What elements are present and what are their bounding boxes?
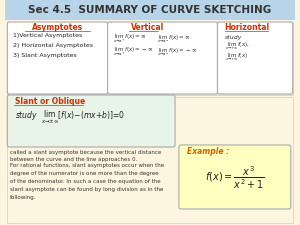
Text: 1)Vertical Asymptotes: 1)Vertical Asymptotes	[13, 34, 82, 38]
Text: following.: following.	[10, 195, 37, 200]
FancyBboxPatch shape	[179, 145, 291, 209]
FancyBboxPatch shape	[7, 97, 293, 223]
Text: Example :: Example :	[187, 148, 229, 157]
FancyBboxPatch shape	[7, 22, 108, 94]
Text: 3) Slant Asymptotes: 3) Slant Asymptotes	[13, 54, 77, 58]
Text: Asymptotes: Asymptotes	[32, 23, 83, 32]
Text: $\lim_{x \to a^+} f(x) = \infty$: $\lim_{x \to a^+} f(x) = \infty$	[113, 33, 147, 45]
Text: Sec 4.5  SUMMARY OF CURVE SKETCHING: Sec 4.5 SUMMARY OF CURVE SKETCHING	[28, 5, 272, 15]
FancyBboxPatch shape	[7, 95, 175, 147]
Text: Horizontal: Horizontal	[224, 23, 269, 32]
FancyBboxPatch shape	[108, 22, 218, 94]
Text: $\mathit{study}\ \ \lim_{x \to \pm\infty}\left[f(x)-(mx+b)\right]=0$: $\mathit{study}\ \ \lim_{x \to \pm\infty…	[15, 110, 125, 126]
Text: of the denominator. In such a case the equation of the: of the denominator. In such a case the e…	[10, 179, 161, 184]
FancyBboxPatch shape	[5, 0, 295, 20]
Text: Vertical: Vertical	[131, 23, 164, 32]
FancyBboxPatch shape	[7, 22, 293, 95]
Text: $\lim_{x \to +\infty} f(x)$: $\lim_{x \to +\infty} f(x)$	[225, 51, 248, 63]
Text: 2) Horizontal Asymptotes: 2) Horizontal Asymptotes	[13, 43, 93, 49]
Text: For rational functions, slant asymptotes occur when the: For rational functions, slant asymptotes…	[10, 163, 164, 168]
Text: $f(x) = \dfrac{x^3}{x^2+1}$: $f(x) = \dfrac{x^3}{x^2+1}$	[205, 165, 265, 191]
Text: called a slant asymptote because the vertical distance
between the curve and the: called a slant asymptote because the ver…	[10, 150, 161, 162]
Text: $\lim_{x \to a^+} f(x) = -\infty$: $\lim_{x \to a^+} f(x) = -\infty$	[113, 46, 154, 58]
Text: degree of the numerator is one more than the degree: degree of the numerator is one more than…	[10, 171, 159, 176]
Text: $\lim_{x \to +\infty} f(x),$: $\lim_{x \to +\infty} f(x),$	[225, 40, 250, 52]
Text: Slant or Oblique: Slant or Oblique	[15, 97, 85, 106]
Text: $\lim_{x \to a^-} f(x) = -\infty$: $\lim_{x \to a^-} f(x) = -\infty$	[157, 46, 197, 58]
Text: slant asymptote can be found by long division as in the: slant asymptote can be found by long div…	[10, 187, 164, 192]
Text: $\lim_{x \to a^-} f(x) = \infty$: $\lim_{x \to a^-} f(x) = \infty$	[157, 33, 190, 45]
FancyBboxPatch shape	[218, 22, 293, 94]
Text: study: study	[225, 34, 243, 40]
